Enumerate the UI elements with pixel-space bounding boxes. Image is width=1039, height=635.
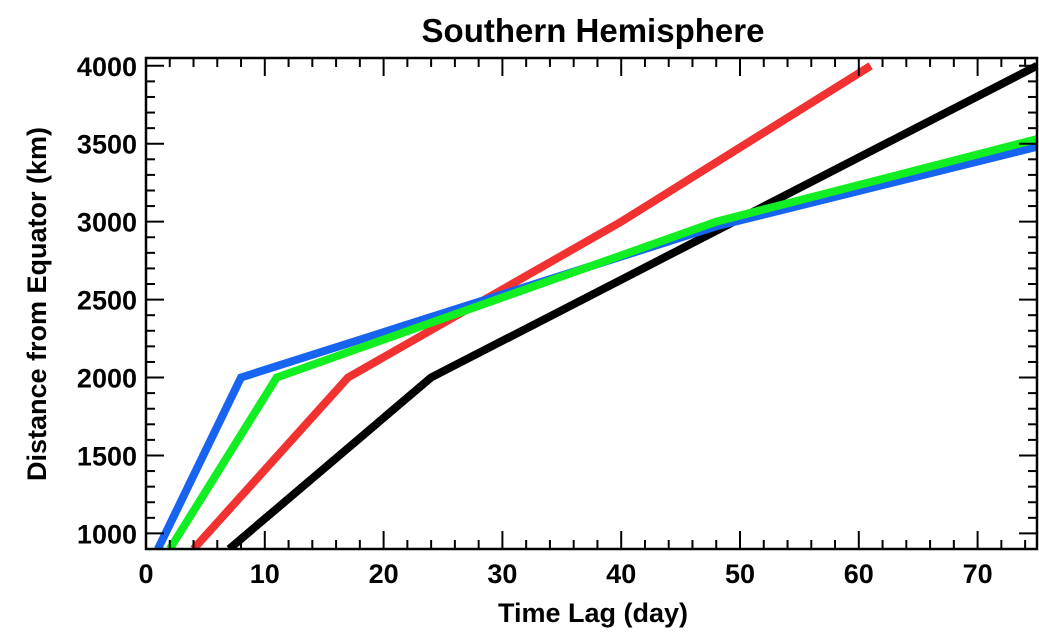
y-tick-label: 3500 [77, 130, 137, 160]
x-tick-label: 70 [963, 559, 993, 589]
y-tick-label: 1000 [77, 519, 137, 549]
y-axis-title: Distance from Equator (km) [22, 127, 52, 481]
x-axis-title: Time Lag (day) [498, 598, 688, 628]
y-tick-label: 1500 [77, 441, 137, 471]
y-tick-label: 2000 [77, 364, 137, 394]
series-line-1 [226, 62, 1037, 549]
y-tick-label: 3000 [77, 208, 137, 238]
x-tick-label: 60 [844, 559, 874, 589]
series-line-4 [166, 135, 1037, 549]
y-tick-label: 4000 [77, 52, 137, 82]
x-tick-label: 0 [138, 559, 153, 589]
x-tick-label: 40 [606, 559, 636, 589]
plot-frame [144, 56, 1039, 551]
chart-title: Southern Hemisphere [422, 12, 765, 49]
x-tick-label: 20 [369, 559, 399, 589]
x-tick-label: 50 [725, 559, 755, 589]
x-tick-label: 30 [487, 559, 517, 589]
series-line-3 [154, 142, 1037, 549]
x-tick-label: 10 [250, 559, 280, 589]
series-line-2 [190, 62, 873, 549]
tick-label-layer: 0 10 20 30 40 50 60 70 1000 1500 2000 2500 3000 3500 4… [77, 52, 993, 589]
plot-area [144, 56, 1039, 551]
y-tick-label: 2500 [77, 286, 137, 316]
tick-layer [145, 58, 1037, 549]
series-layer [154, 62, 1037, 549]
